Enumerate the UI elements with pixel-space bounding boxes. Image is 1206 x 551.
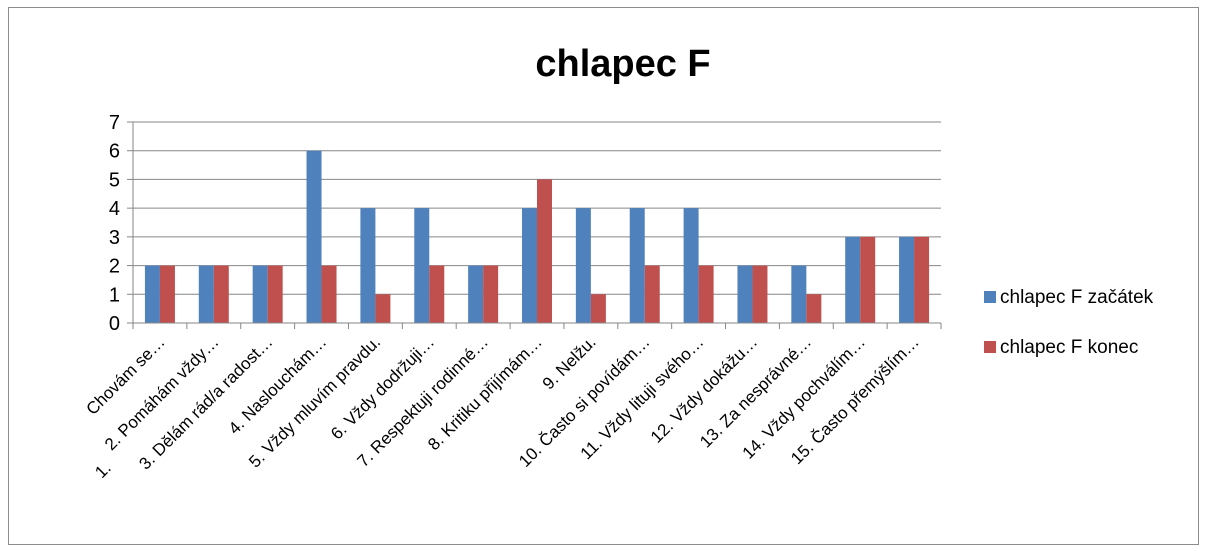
bar-konec xyxy=(806,294,822,323)
legend-swatch xyxy=(984,341,996,353)
y-tick-label: 1 xyxy=(109,284,120,306)
bar-zacatek xyxy=(845,236,861,323)
bar-zacatek xyxy=(414,208,430,323)
bar-zacatek xyxy=(791,265,807,323)
bar-zacatek xyxy=(306,150,322,323)
y-tick-label: 3 xyxy=(109,227,120,249)
bar-konec xyxy=(752,265,768,323)
bar-zacatek xyxy=(522,208,537,323)
bar-zacatek xyxy=(360,208,376,323)
x-axis: Chovám se…1.2. Pomáhám vždy…3. Dělám rád… xyxy=(83,322,942,482)
bar-konec xyxy=(321,265,337,323)
y-tick-label: 4 xyxy=(109,198,120,220)
legend: chlapec F začátek chlapec F konec xyxy=(984,287,1154,358)
bar-konec xyxy=(483,265,499,323)
bar-konec xyxy=(590,294,606,323)
bar-konec xyxy=(429,265,445,323)
legend-label: chlapec F konec xyxy=(1000,337,1138,358)
y-tick-label: 0 xyxy=(109,313,120,335)
bar-zacatek xyxy=(737,265,753,323)
x-tick-label: 6. Vždy dodržuji… xyxy=(327,332,438,443)
bar-konec xyxy=(375,294,391,323)
y-tick-label: 6 xyxy=(109,141,120,163)
bar-zacatek xyxy=(629,208,645,323)
chart-title: chlapec F xyxy=(535,43,710,85)
bar-zacatek xyxy=(252,265,268,323)
bar-zacatek xyxy=(198,265,214,323)
bar-konec xyxy=(698,265,714,323)
y-tick-label: 7 xyxy=(109,112,120,134)
y-tick-label: 2 xyxy=(109,256,120,278)
legend-swatch xyxy=(984,291,996,303)
x-tick-label: 4. Naslouchám… xyxy=(225,332,331,438)
bar-konec xyxy=(267,265,283,323)
bar-zacatek xyxy=(144,265,160,323)
x-tick-label-number: 1. xyxy=(91,458,114,481)
bar-zacatek xyxy=(468,265,484,323)
bar-konec xyxy=(914,236,930,323)
y-tick-label: 5 xyxy=(109,169,120,191)
bar-konec xyxy=(537,179,552,323)
bar-konec xyxy=(213,265,229,323)
y-axis: 0 1 2 3 4 5 6 7 xyxy=(109,112,134,335)
bar-zacatek xyxy=(683,208,699,323)
bar-zacatek xyxy=(575,208,591,323)
bar-konec xyxy=(159,265,175,323)
bars xyxy=(144,150,930,323)
bar-konec xyxy=(860,236,876,323)
bar-zacatek xyxy=(899,236,915,323)
legend-label: chlapec F začátek xyxy=(1000,287,1154,308)
bar-konec xyxy=(644,265,660,323)
